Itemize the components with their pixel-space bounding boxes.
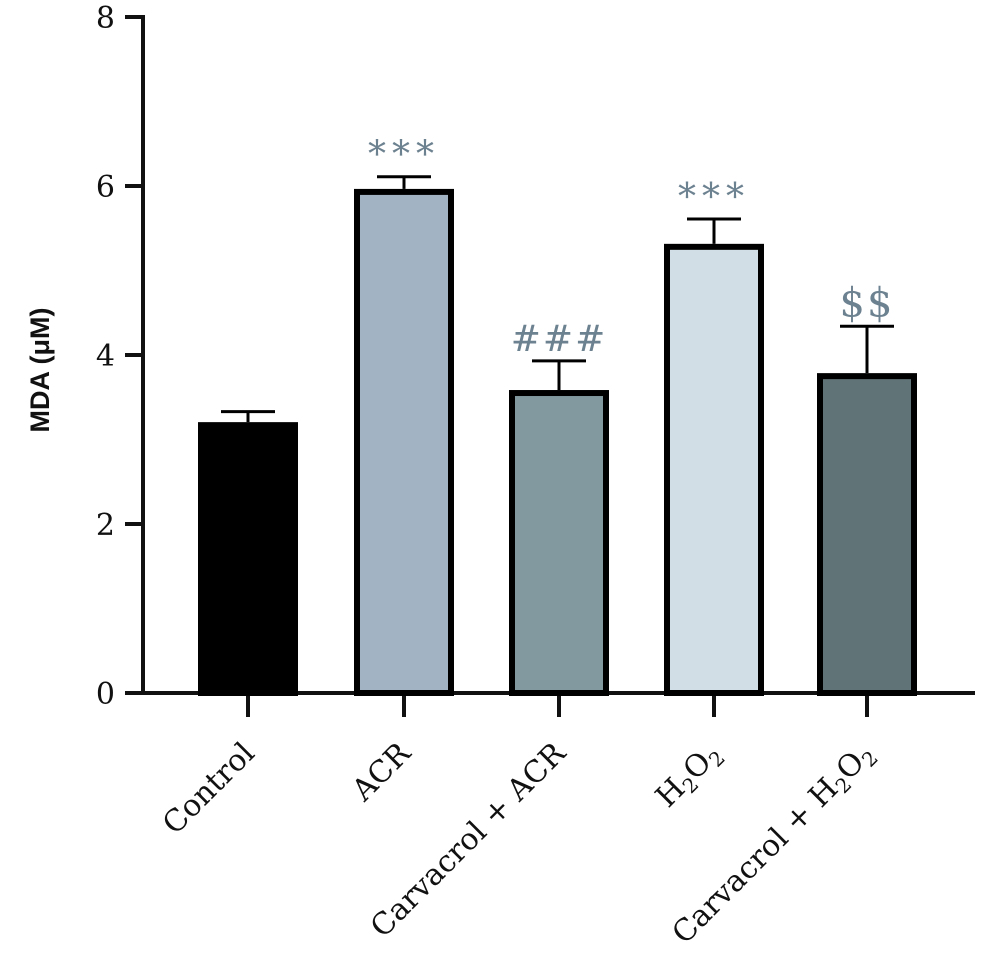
y-tick-label: 2 (96, 508, 115, 543)
y-tick-label: 0 (96, 677, 115, 712)
bar (664, 243, 764, 696)
bar (509, 390, 609, 696)
bars (198, 175, 917, 696)
label-part: Carvacrol + H (666, 771, 846, 951)
y-axis-title: MDA (μM) (25, 308, 55, 433)
bar (817, 373, 917, 696)
label-part: ACR (345, 735, 419, 809)
x-tick-label: ACR (345, 735, 419, 809)
y-tick-label: 8 (96, 1, 115, 36)
x-tick-label: H2O2 (649, 736, 730, 817)
bar (198, 422, 298, 696)
label-part: Control (156, 736, 262, 842)
significance-label: *** (368, 135, 440, 176)
significance-label: ### (511, 319, 608, 360)
x-tick-label: Control (156, 736, 262, 842)
bar (354, 188, 454, 696)
significance-label: *** (678, 177, 750, 218)
y-tick-label: 6 (96, 170, 115, 205)
significance-label: $$ (840, 280, 895, 326)
y-tick-label: 4 (96, 339, 115, 374)
